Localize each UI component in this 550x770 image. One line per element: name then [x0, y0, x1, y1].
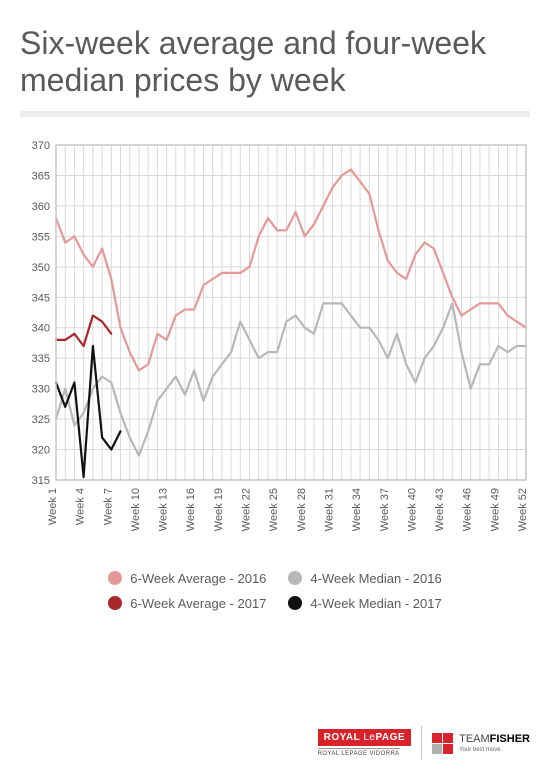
- svg-text:Week 28: Week 28: [296, 488, 308, 531]
- svg-text:Week 49: Week 49: [489, 488, 501, 531]
- svg-text:315: 315: [32, 475, 50, 487]
- svg-text:360: 360: [32, 201, 50, 213]
- svg-text:Week 10: Week 10: [130, 488, 142, 531]
- legend-swatch: [288, 571, 302, 585]
- svg-text:320: 320: [32, 444, 50, 456]
- teamfisher-wordmark: TEAMFISHER: [459, 734, 530, 745]
- series-avg2016: [56, 169, 526, 370]
- svg-text:Week 40: Week 40: [406, 488, 418, 531]
- svg-text:Week 19: Week 19: [213, 488, 225, 531]
- legend-swatch: [288, 596, 302, 610]
- teamfisher-tagline: Your best move.: [459, 747, 530, 753]
- legend-label: 6-Week Average - 2016: [130, 571, 266, 586]
- svg-text:325: 325: [32, 414, 50, 426]
- royal-lepage-wordmark: ROYAL LePAGE: [318, 729, 411, 746]
- legend-label: 6-Week Average - 2017: [130, 596, 266, 611]
- chart-area: 315 320 325 330 335 340 345 350 355 360 365 370 Week…: [20, 135, 530, 535]
- series-med2016: [56, 303, 526, 455]
- svg-text:Week 22: Week 22: [241, 488, 253, 531]
- svg-text:370: 370: [32, 140, 50, 152]
- svg-text:Week 43: Week 43: [434, 488, 446, 531]
- legend-label: 4-Week Median - 2017: [310, 596, 441, 611]
- svg-text:Week 13: Week 13: [158, 488, 170, 531]
- teamfisher-icon: [432, 733, 453, 754]
- line-chart-svg: 315 320 325 330 335 340 345 350 355 360 365 370 Week…: [20, 135, 530, 535]
- legend-item: 4-Week Median - 2016: [288, 571, 441, 586]
- svg-text:Week 37: Week 37: [379, 488, 391, 531]
- legend-label: 4-Week Median - 2016: [310, 571, 441, 586]
- svg-text:340: 340: [32, 322, 50, 334]
- svg-text:Week 34: Week 34: [351, 488, 363, 531]
- svg-text:Week 31: Week 31: [323, 488, 335, 531]
- legend-item: 6-Week Average - 2017: [108, 596, 266, 611]
- legend-item: 6-Week Average - 2016: [108, 571, 266, 586]
- teamfisher-logo: TEAMFISHER Your best move.: [432, 733, 530, 754]
- svg-text:350: 350: [32, 261, 50, 273]
- brand-divider: [421, 726, 422, 760]
- svg-text:Week 7: Week 7: [102, 488, 114, 525]
- royal-lepage-logo: ROYAL LePAGE ROYAL LEPAGE VIDORRA: [318, 729, 411, 757]
- svg-text:Week 25: Week 25: [268, 488, 280, 531]
- svg-text:Week 1: Week 1: [47, 488, 59, 525]
- svg-text:Week 16: Week 16: [185, 488, 197, 531]
- svg-text:335: 335: [32, 353, 50, 365]
- title-underline: [20, 111, 530, 117]
- svg-text:355: 355: [32, 231, 50, 243]
- svg-text:330: 330: [32, 383, 50, 395]
- chart-container: Six-week average and four-week median pr…: [0, 0, 550, 770]
- svg-text:Week 46: Week 46: [462, 488, 474, 531]
- footer-brands: ROYAL LePAGE ROYAL LEPAGE VIDORRA TEAMFI…: [20, 706, 530, 760]
- legend-item: 4-Week Median - 2017: [288, 596, 441, 611]
- svg-text:365: 365: [32, 170, 50, 182]
- legend-swatch: [108, 596, 122, 610]
- legend-swatch: [108, 571, 122, 585]
- svg-text:345: 345: [32, 292, 50, 304]
- royal-lepage-subtext: ROYAL LEPAGE VIDORRA: [318, 748, 400, 757]
- legend: 6-Week Average - 2016 4-Week Median - 201…: [20, 571, 530, 611]
- svg-text:Week 4: Week 4: [75, 488, 87, 525]
- svg-text:Week 52: Week 52: [517, 488, 529, 531]
- chart-title: Six-week average and four-week median pr…: [20, 25, 530, 99]
